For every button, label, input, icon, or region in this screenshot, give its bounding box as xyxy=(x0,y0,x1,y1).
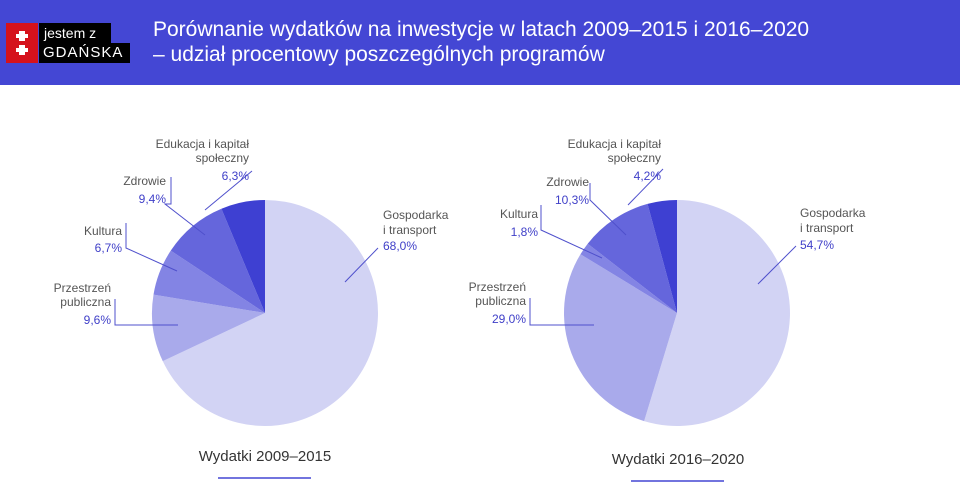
pie-slice-przestrzen xyxy=(151,294,265,362)
label-edukacja-0-line1: Edukacja i kapitał xyxy=(156,137,250,151)
caption-2009-2015: Wydatki 2009–2015 xyxy=(199,448,331,465)
jestem-z-gdanska-logo: jestem z GDAŃSKA xyxy=(6,23,130,63)
pie-slice-gospodarka xyxy=(644,200,790,426)
leader-edukacja xyxy=(627,168,664,206)
pie-slice-zdrowie xyxy=(587,203,677,313)
label-kultura-0: Kultura xyxy=(84,224,122,238)
value-edukacja-1: 4,2% xyxy=(634,169,662,183)
pie-charts-area: Gospodarka i transport 68,0% Edukacja i … xyxy=(54,137,866,482)
leader-przestrzen xyxy=(114,299,178,326)
pie-slice-edukacja xyxy=(647,200,677,313)
leader-gospodarka xyxy=(757,245,797,285)
value-kultura-1: 1,8% xyxy=(511,225,539,239)
leader-lines xyxy=(529,168,797,326)
leader-zdrowie xyxy=(163,177,206,236)
label-edukacja-1-line2: społeczny xyxy=(608,151,661,165)
logo-text-line2: GDAŃSKA xyxy=(39,43,130,63)
leader-kultura xyxy=(540,205,603,259)
header-banner: jestem z GDAŃSKA Porównanie wydatków na … xyxy=(0,0,960,85)
page-title: Porównanie wydatków na inwestycje w lata… xyxy=(153,17,809,67)
label-gospodarka-0-line1: Gospodarka xyxy=(383,208,449,222)
pie-chart-2009-2015: Gospodarka i transport 68,0% Edukacja i … xyxy=(54,137,449,479)
label-edukacja-1-line1: Edukacja i kapitał xyxy=(568,137,662,151)
pie-slice-gospodarka xyxy=(162,200,378,426)
value-edukacja-0: 6,3% xyxy=(222,169,250,183)
pie-slice-zdrowie xyxy=(170,208,265,313)
pie-chart-2016-2020: Gospodarka i transport 54,7% Edukacja i … xyxy=(469,137,866,482)
page-title-line1: Porównanie wydatków na inwestycje w lata… xyxy=(153,18,810,41)
label-gospodarka-1-line2: i transport xyxy=(800,221,854,235)
leader-kultura xyxy=(125,223,178,272)
page-title-line2: – udział procentowy poszczególnych progr… xyxy=(153,43,605,66)
pie-slice-kultura xyxy=(153,250,265,313)
leader-gospodarka xyxy=(344,247,379,283)
leader-zdrowie xyxy=(589,183,627,236)
label-przestrzen-1-line1: Przestrzeń xyxy=(469,280,526,294)
label-gospodarka-1-line1: Gospodarka xyxy=(800,206,866,220)
label-edukacja-0-line2: społeczny xyxy=(196,151,249,165)
value-przestrzen-1: 29,0% xyxy=(492,312,526,326)
pie-slice-kultura xyxy=(580,243,677,313)
label-zdrowie-1: Zdrowie xyxy=(546,175,589,189)
value-gospodarka-1: 54,7% xyxy=(800,238,834,252)
label-gospodarka-0-line2: i transport xyxy=(383,223,437,237)
value-gospodarka-0: 68,0% xyxy=(383,239,417,253)
label-kultura-1: Kultura xyxy=(500,207,538,221)
label-przestrzen-1-line2: publiczna xyxy=(475,294,526,308)
label-przestrzen-0-line1: Przestrzeń xyxy=(54,281,111,295)
label-przestrzen-0-line2: publiczna xyxy=(60,295,111,309)
pie-slice-przestrzen xyxy=(564,254,677,422)
leader-lines xyxy=(114,170,379,326)
logo-text-line1: jestem z xyxy=(39,23,111,43)
label-zdrowie-0: Zdrowie xyxy=(123,174,166,188)
leader-edukacja xyxy=(204,170,253,211)
value-zdrowie-1: 10,3% xyxy=(555,193,589,207)
caption-2016-2020: Wydatki 2016–2020 xyxy=(612,451,744,468)
pie-slice-edukacja xyxy=(221,200,265,313)
gdansk-coat-of-arms-icon xyxy=(6,23,38,63)
leader-przestrzen xyxy=(529,298,594,326)
value-zdrowie-0: 9,4% xyxy=(139,192,167,206)
value-kultura-0: 6,7% xyxy=(95,241,123,255)
value-przestrzen-0: 9,6% xyxy=(84,313,112,327)
